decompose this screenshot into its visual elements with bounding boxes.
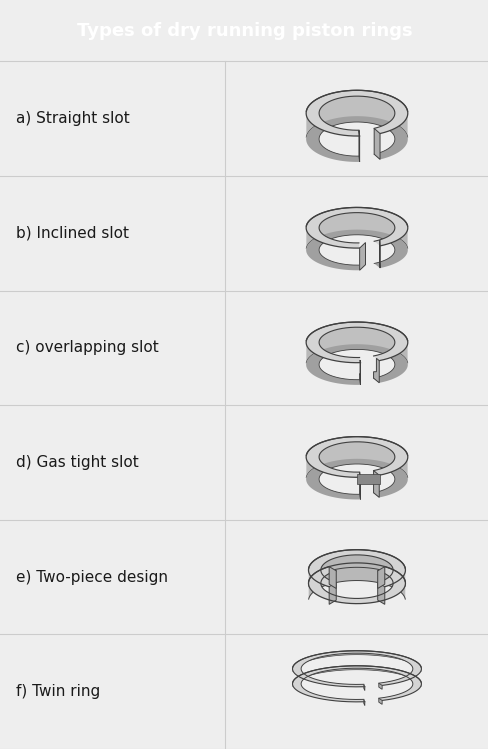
Polygon shape <box>373 470 379 497</box>
Polygon shape <box>305 322 407 363</box>
Polygon shape <box>308 563 405 599</box>
Text: f) Twin ring: f) Twin ring <box>16 684 100 700</box>
Polygon shape <box>358 130 359 162</box>
Text: e) Two-piece design: e) Two-piece design <box>16 569 167 585</box>
Polygon shape <box>377 583 384 604</box>
Polygon shape <box>359 360 360 385</box>
Polygon shape <box>319 442 394 478</box>
Polygon shape <box>305 91 407 137</box>
Text: d) Gas tight slot: d) Gas tight slot <box>16 455 138 470</box>
Text: a) Straight slot: a) Straight slot <box>16 111 129 127</box>
Polygon shape <box>305 322 407 363</box>
Polygon shape <box>292 651 420 671</box>
Polygon shape <box>363 685 364 691</box>
Polygon shape <box>359 243 365 270</box>
Polygon shape <box>305 437 407 477</box>
Polygon shape <box>305 91 407 136</box>
Polygon shape <box>292 666 420 686</box>
Polygon shape <box>319 213 394 249</box>
Polygon shape <box>373 358 379 383</box>
Polygon shape <box>292 666 421 702</box>
Polygon shape <box>308 550 405 586</box>
Polygon shape <box>373 128 379 160</box>
Text: b) Inclined slot: b) Inclined slot <box>16 225 128 241</box>
Polygon shape <box>363 700 364 706</box>
Polygon shape <box>305 437 407 477</box>
Polygon shape <box>319 96 394 138</box>
Polygon shape <box>305 116 407 162</box>
Polygon shape <box>308 550 405 586</box>
Polygon shape <box>378 683 382 689</box>
Polygon shape <box>308 566 405 604</box>
Text: Types of dry running piston rings: Types of dry running piston rings <box>77 22 411 40</box>
Polygon shape <box>319 327 394 363</box>
Polygon shape <box>328 566 336 589</box>
Polygon shape <box>356 474 379 484</box>
Text: c) overlapping slot: c) overlapping slot <box>16 340 158 356</box>
Polygon shape <box>305 230 407 270</box>
Polygon shape <box>305 207 407 248</box>
Polygon shape <box>378 698 382 704</box>
Polygon shape <box>359 472 360 500</box>
Polygon shape <box>305 345 407 385</box>
Polygon shape <box>305 459 407 500</box>
Polygon shape <box>377 566 384 589</box>
Polygon shape <box>305 207 407 248</box>
Polygon shape <box>328 583 336 604</box>
Polygon shape <box>292 651 421 687</box>
